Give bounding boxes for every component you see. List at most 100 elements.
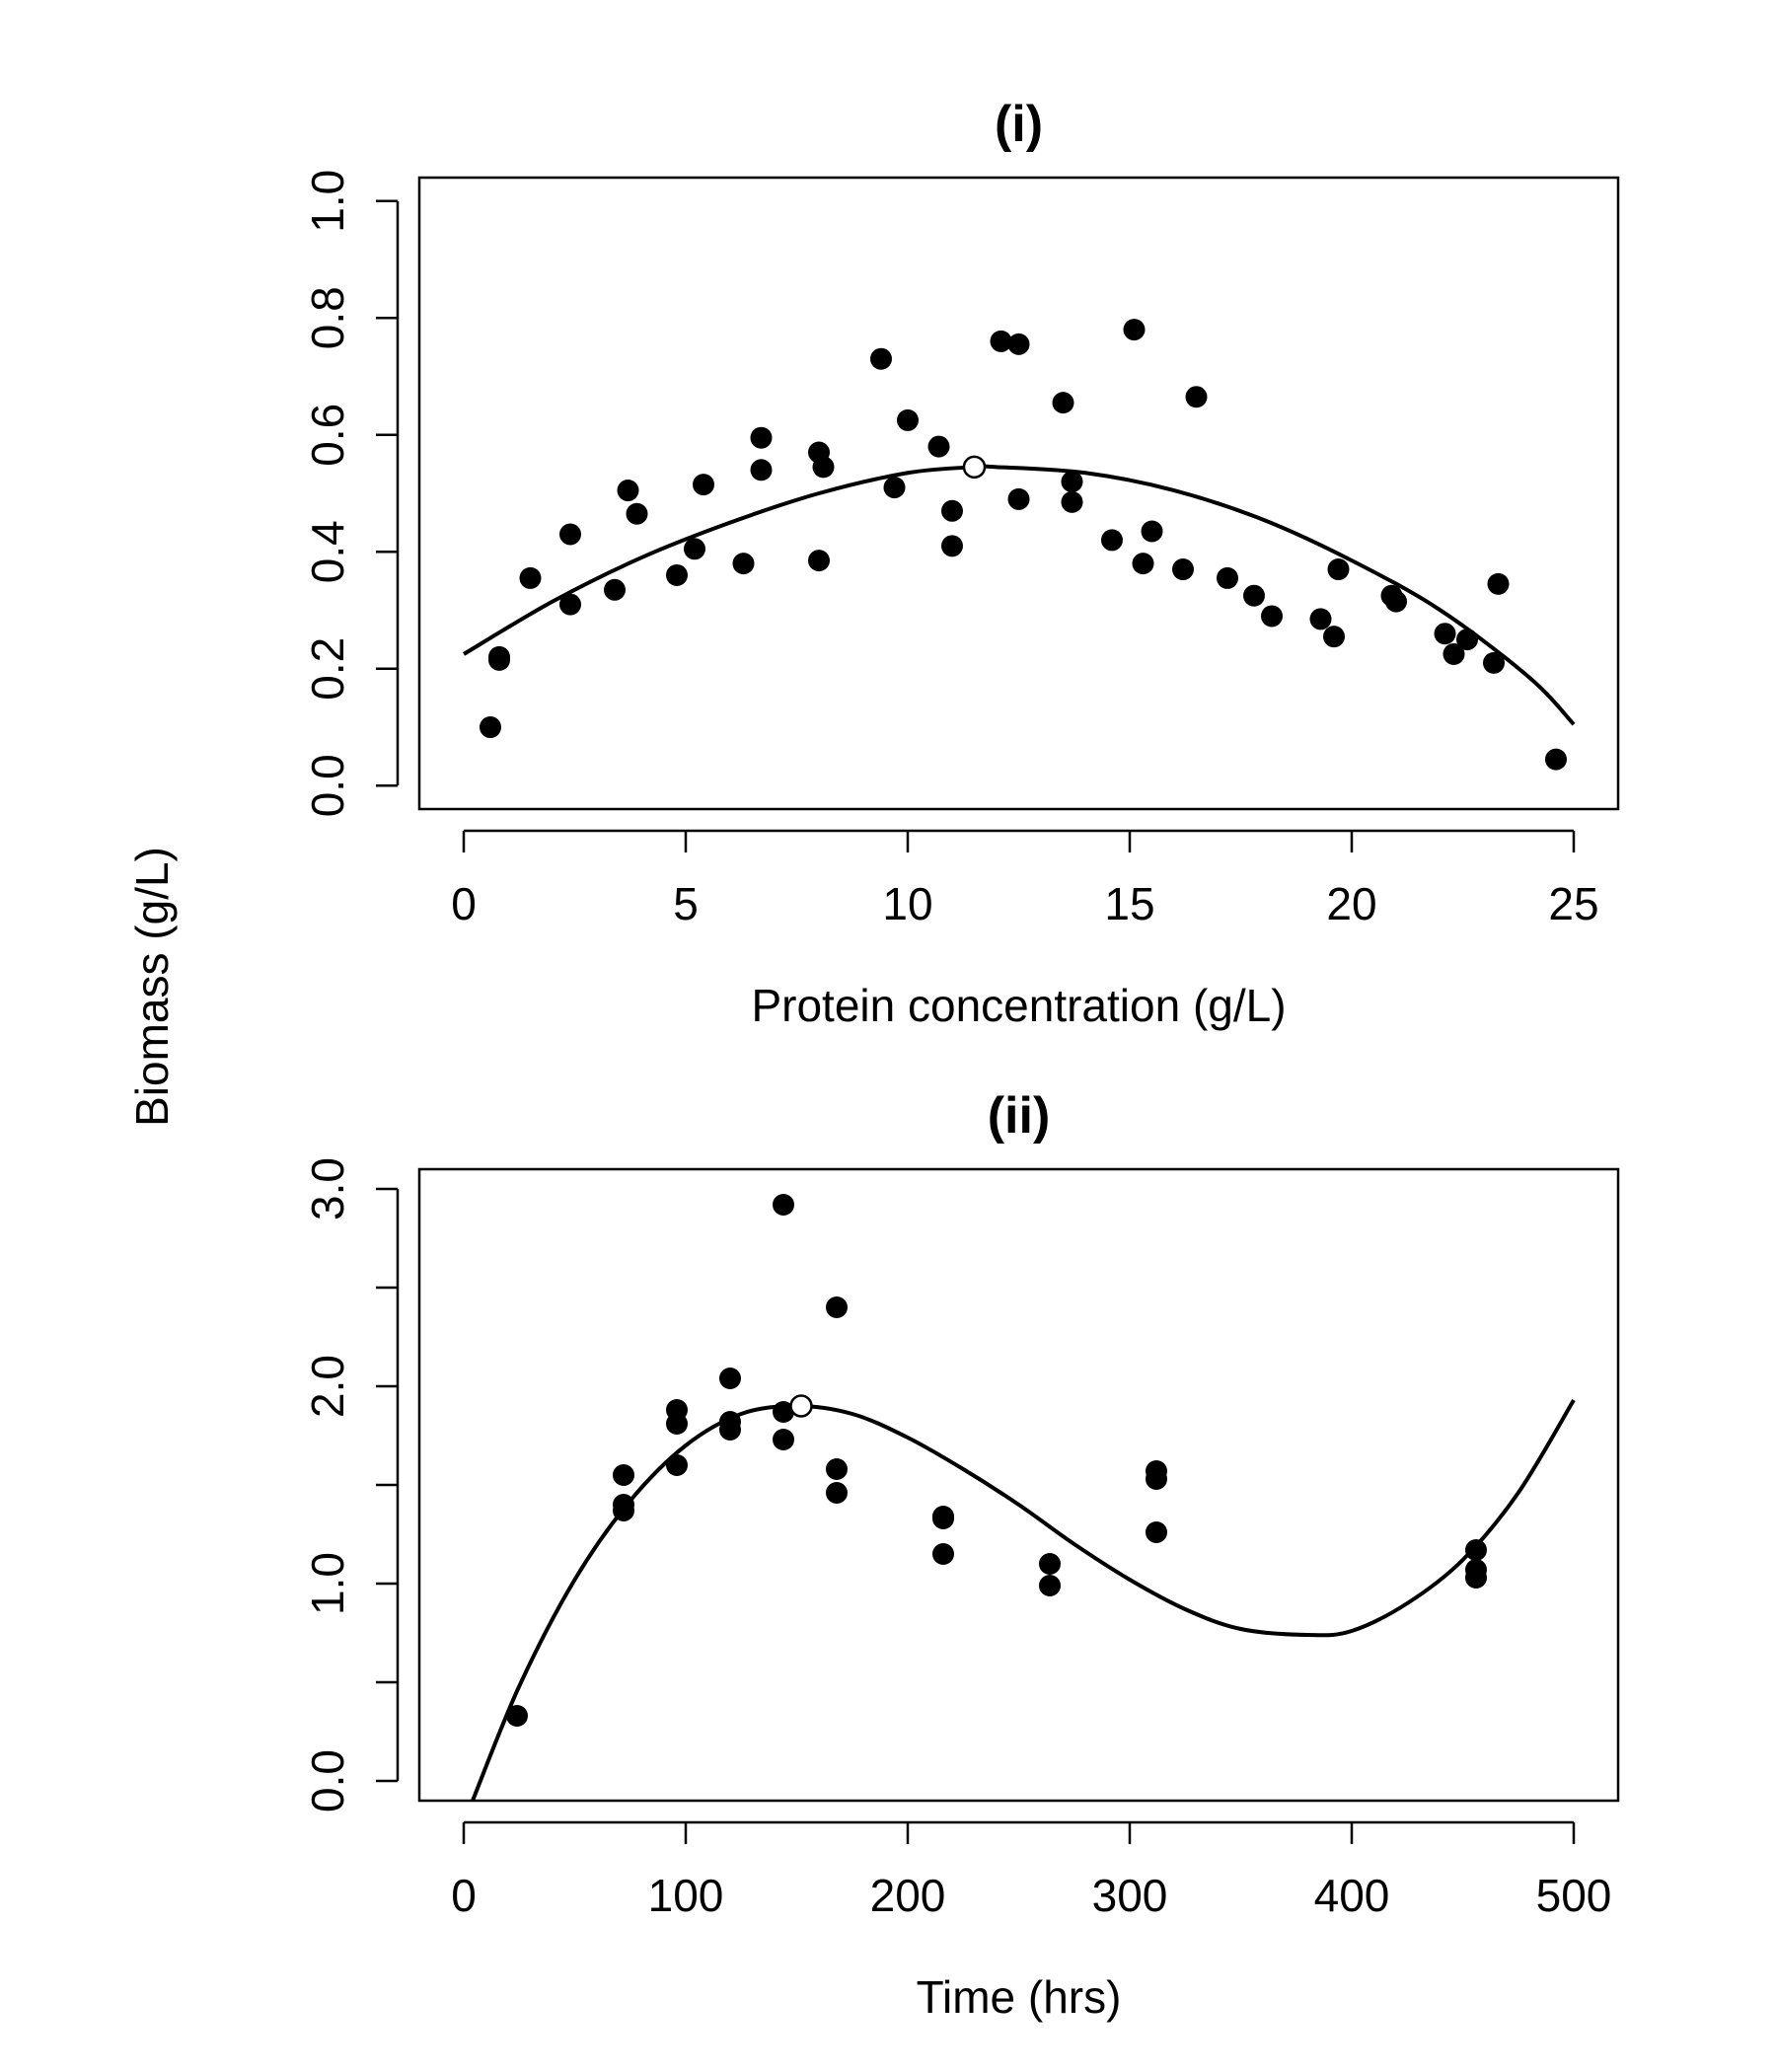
y-axis: 0.0 0.2 0.4 0.6 0.8 1.0 [302,170,400,817]
y-tick-label: 0.0 [302,1749,353,1813]
data-point [990,330,1012,352]
data-point [1061,471,1083,493]
data-point [1052,392,1074,414]
data-point [719,1419,741,1441]
x-tick-label: 25 [1548,878,1598,929]
data-point [941,535,963,557]
panel-ii: (ii) 0 100 200 300 400 500 Time (hrs) 0.0 1.0 2.0 3… [302,1087,1620,2023]
data-point [1141,520,1163,543]
data-point [826,1458,848,1480]
data-point [812,456,835,479]
data-point [932,1508,954,1529]
data-point [941,499,963,522]
data-point [1039,1575,1061,1596]
data-point [883,477,906,499]
data-points [480,319,1567,771]
y-tick-label: 1.0 [302,1552,353,1615]
data-point [693,474,714,496]
data-point [773,1401,794,1423]
x-tick-label: 5 [673,878,699,929]
data-point [559,523,581,546]
data-point [626,502,648,525]
data-point [1039,1553,1061,1575]
data-point [1007,487,1030,510]
data-point [1172,558,1194,581]
data-point [604,578,626,601]
x-axis: 0 100 200 300 400 500 [451,1820,1612,1921]
y-tick-label: 3.0 [302,1157,353,1221]
data-point [1185,386,1208,408]
x-axis-title: Protein concentration (g/L) [751,980,1286,1031]
data-point [613,1464,634,1486]
data-point [617,480,639,502]
y-tick-label: 0.8 [302,286,353,349]
data-point [826,1296,848,1318]
y-tick-label: 1.0 [302,170,353,233]
x-tick-label: 500 [1536,1870,1612,1921]
data-point [1309,608,1332,630]
data-point [1146,1468,1167,1490]
data-point [1243,584,1265,607]
data-point [927,435,950,458]
y-tick-label: 0.2 [302,637,353,701]
data-point [684,538,705,560]
data-point [1132,553,1154,575]
plot-frame [417,1167,1620,1803]
data-point [613,1500,634,1521]
data-point [519,566,542,589]
chart-title: (ii) [988,1087,1051,1145]
data-point [1465,1567,1487,1589]
data-point [559,593,581,616]
y-tick-label: 0.6 [302,404,353,467]
data-point [1123,319,1146,341]
fit-curve [462,464,1576,726]
data-point [750,459,773,481]
data-point [666,1413,688,1435]
data-point [666,1454,688,1476]
shared-y-axis-label: Biomass (g/L) [126,847,178,1127]
data-point [1101,529,1123,552]
data-point [1465,1539,1487,1561]
data-point [506,1705,528,1727]
data-point [1456,629,1478,651]
data-points [506,1194,1487,1727]
data-point [1261,605,1283,628]
data-point [480,716,501,739]
plot-frame [417,176,1620,811]
x-axis-title: Time (hrs) [917,1971,1122,2023]
data-point [1217,566,1238,589]
data-point [1385,590,1407,613]
data-point [1487,572,1510,595]
data-point [1061,490,1083,513]
data-point [773,1194,794,1216]
chart-title: (i) [995,96,1043,153]
data-point [666,563,688,586]
x-tick-label: 10 [882,878,932,929]
x-tick-label: 0 [451,878,477,929]
data-point [732,553,755,575]
data-point [1483,651,1505,674]
data-point [1327,558,1350,581]
y-axis: 0.0 1.0 2.0 3.0 [302,1157,400,1813]
panel-i: (i) 0 5 10 15 20 25 Protein concentration (g/L)… [302,96,1620,1031]
data-point [870,347,892,370]
data-point [808,550,830,572]
x-tick-label: 400 [1314,1870,1390,1921]
data-point [773,1429,794,1450]
x-tick-label: 20 [1326,878,1376,929]
y-tick-label: 0.4 [302,520,353,583]
data-point [897,408,919,431]
data-point [1443,642,1465,665]
data-point [932,1543,954,1565]
y-tick-label: 2.0 [302,1355,353,1418]
y-tick-label: 0.0 [302,754,353,817]
fit-curve [471,1398,1576,1801]
data-point [719,1368,741,1389]
optimum-point [789,1394,813,1418]
optimum-point [962,455,987,480]
x-tick-label: 100 [648,1870,724,1921]
data-point [750,426,773,449]
data-point [1545,748,1567,771]
data-point [1146,1521,1167,1543]
